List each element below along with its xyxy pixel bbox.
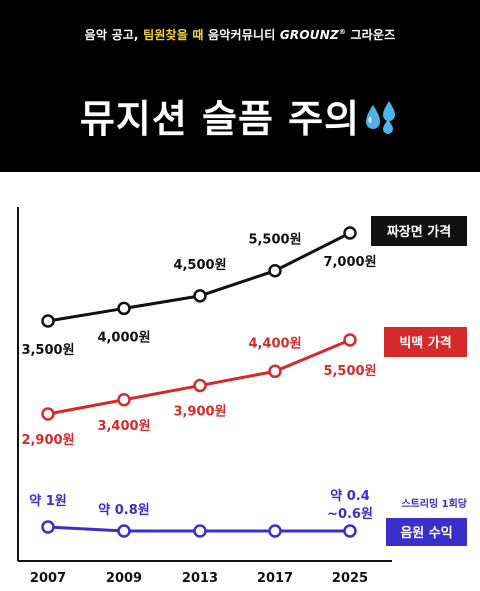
jjajang-value-label-2007: 3,500원 <box>21 343 74 358</box>
tagline-part1: 음악 공고, <box>84 28 144 42</box>
bigmac-value-label-2007: 2,900원 <box>21 433 74 448</box>
jjajang-value-label-2013: 4,500원 <box>173 258 226 273</box>
streaming-point-2017 <box>268 524 282 538</box>
streaming-legend-label: 음원 수익 <box>400 525 452 541</box>
jjajang-value-label-2017: 5,500원 <box>248 233 301 248</box>
bigmac-value-label-2013: 3,900원 <box>173 405 226 420</box>
tagline-part4: 그라운즈 <box>346 28 396 42</box>
tagline: 음악 공고, 팀원찾을 때 음악커뮤니티 GROUNZ® 그라운즈 <box>84 28 396 42</box>
streaming-value-label-2025-line2: ~0.6원 <box>327 507 373 522</box>
jjajang-point-2013 <box>193 289 207 303</box>
brand-logo-text: GROUNZ <box>279 28 339 42</box>
bigmac-line <box>47 338 351 416</box>
streaming-note: 스트리밍 1회당 <box>401 497 467 510</box>
bigmac-value-label-2009: 3,400원 <box>97 419 150 434</box>
bigmac-value-label-2017: 4,400원 <box>248 336 301 351</box>
jjajang-value-label-2009: 4,000원 <box>97 330 150 345</box>
bigmac-point-2009 <box>117 393 131 407</box>
bigmac-point-2025 <box>343 333 357 347</box>
bigmac-point-2017 <box>268 364 282 379</box>
header-banner: 음악 공고, 팀원찾을 때 음악커뮤니티 GROUNZ® 그라운즈 뮤지션 슬픔… <box>0 0 480 172</box>
x-tick-label-2009: 2009 <box>106 571 142 586</box>
bigmac-legend-box <box>384 327 467 357</box>
bigmac-value-label-2025: 5,500원 <box>323 364 376 379</box>
streaming-point-2009 <box>117 524 131 538</box>
streaming-point-2007 <box>41 520 55 534</box>
jjajang-legend-label: 짜장면 가격 <box>387 224 451 240</box>
line-chart: 2007 2009 2013 2017 2025 3,500원 4,000원 4,500원 5,… <box>17 207 468 586</box>
x-tick-label-2013: 2013 <box>182 571 218 586</box>
streaming-point-2013 <box>193 524 207 538</box>
streaming-value-label-2007: 약 1원 <box>29 493 67 509</box>
x-tick-label-2007: 2007 <box>30 571 66 586</box>
jjajang-point-2009 <box>117 301 131 316</box>
streaming-legend-box <box>386 518 467 546</box>
sweat-droplets-icon <box>364 99 400 144</box>
x-tick-label-2017: 2017 <box>257 571 293 586</box>
jjajang-legend-box <box>371 216 467 246</box>
x-tick-label-2025: 2025 <box>332 571 368 586</box>
jjajang-value-label-2025: 7,000원 <box>323 255 376 270</box>
bigmac-legend-label: 빅맥 가격 <box>399 335 451 351</box>
tagline-part3: 음악커뮤니티 <box>203 28 280 42</box>
bigmac-point-2013 <box>193 378 207 393</box>
jjajang-point-2007 <box>41 314 55 328</box>
page-title-text: 뮤지션 슬픔 주의 <box>79 97 361 141</box>
streaming-point-2025 <box>343 524 357 538</box>
jjajang-line <box>47 231 351 323</box>
jjajang-point-2025 <box>343 226 357 240</box>
streaming-value-label-2025-line1: 약 0.4 <box>330 488 370 504</box>
bigmac-point-2007 <box>41 407 55 421</box>
tagline-highlight: 팀원찾을 때 <box>143 28 204 42</box>
streaming-value-label-2009: 약 0.8원 <box>98 502 149 518</box>
page-title: 뮤지션 슬픔 주의 <box>0 88 480 144</box>
jjajang-point-2017 <box>268 263 282 278</box>
